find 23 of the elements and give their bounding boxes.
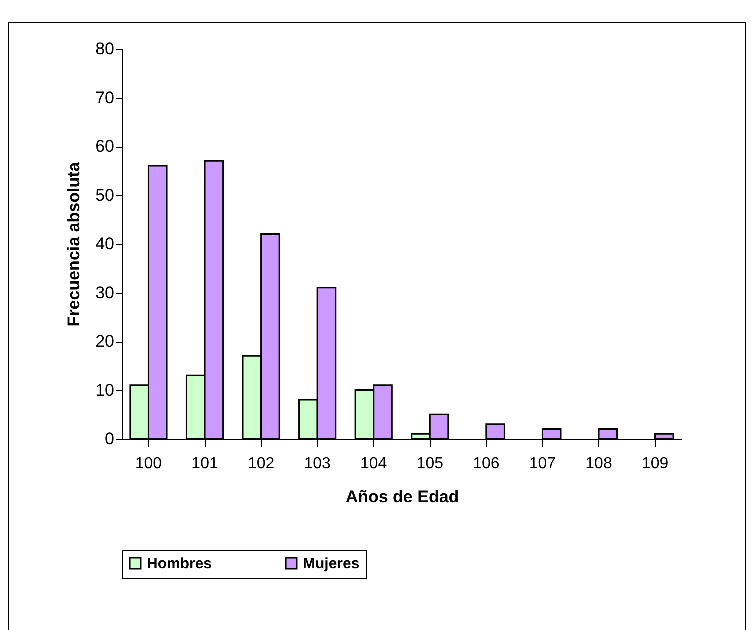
x-tick-label: 100 [135,456,162,472]
y-tick-label: 60 [96,137,114,156]
y-tick-label: 30 [96,283,114,302]
y-tick-label: 40 [96,234,114,254]
y-tick-label: 0 [105,430,114,448]
y-tick-label: 80 [96,40,114,58]
legend-label: Hombres [147,556,212,573]
x-tick-label: 106 [473,456,500,472]
x-tick-label: 102 [248,456,275,472]
x-tick-label: 101 [192,456,218,472]
x-tick-label: 105 [416,456,444,472]
y-tick-label: 10 [96,380,114,400]
x-tick-label: 107 [529,456,556,472]
x-tick-label: 109 [642,456,669,472]
y-axis-title: Frecuencia absoluta [64,162,84,327]
x-tick-label: 103 [304,456,332,472]
y-tick-label: 70 [96,88,114,108]
x-axis-title: Años de Edad [346,488,460,506]
legend-label: Mujeres [303,556,360,573]
y-tick-label: 50 [96,186,114,205]
x-tick-label: 108 [586,456,612,472]
y-tick-label: 20 [96,332,114,351]
x-tick-label: 104 [360,456,388,472]
